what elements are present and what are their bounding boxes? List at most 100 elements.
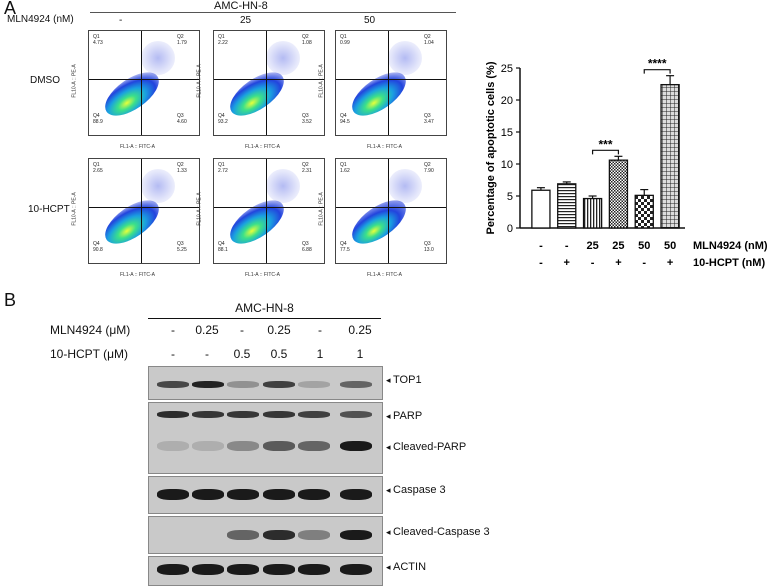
- blot-strip: [148, 366, 383, 400]
- protein-band: [227, 441, 259, 451]
- flow-y-axis-label: FL10-A :: PE-A: [71, 64, 78, 98]
- quadrant-q1-value: Q1 4.73: [93, 34, 103, 46]
- hcpt-dose-2: 0.5: [233, 347, 251, 361]
- header-divider: [90, 12, 456, 13]
- flow-plot: Q1 4.73 Q2 1.79 Q4 88.9 Q3 4.60: [88, 30, 200, 136]
- flow-y-axis-label: FL10-A :: PE-A: [318, 64, 325, 98]
- quadrant-q3-value: Q3 6.88: [302, 241, 312, 253]
- hcpt-dose-3: 0.5: [270, 347, 288, 361]
- hcpt-dose-5: 1: [356, 347, 364, 361]
- flow-x-axis-label: FL1-A :: FITC-A: [120, 144, 156, 150]
- x-row2-label: -: [642, 257, 646, 269]
- protein-band: [157, 381, 189, 388]
- dose-label-1: 25: [240, 15, 252, 26]
- mln-dose-0: -: [171, 323, 175, 337]
- blot-label: TOP1: [386, 374, 422, 386]
- mln-dose-5: 0.25: [348, 323, 372, 337]
- mln-um-label: MLN4924 (μM): [50, 323, 131, 337]
- protein-band: [340, 381, 372, 388]
- quadrant-q2-value: Q2 1.04: [424, 34, 434, 46]
- flow-y-axis-label: FL10-A :: PE-A: [196, 192, 203, 226]
- hcpt-dose-0: -: [171, 347, 175, 361]
- significance-stars: ****: [648, 57, 667, 71]
- protein-band: [192, 489, 224, 500]
- blot-label: PARP: [386, 410, 422, 422]
- protein-band: [263, 411, 295, 418]
- protein-band: [227, 489, 259, 500]
- x-row2-label: +: [667, 257, 673, 269]
- row2-title: 10-HCPT (nM): [693, 257, 765, 269]
- row1-title: MLN4924 (nM): [693, 240, 768, 252]
- row-label-hcpt: 10-HCPT: [28, 204, 70, 215]
- protein-band: [340, 530, 372, 540]
- panel-a-cell-line: AMC-HN-8: [214, 0, 268, 12]
- blot-strip: [148, 402, 383, 474]
- protein-band: [298, 381, 330, 388]
- bar: [531, 189, 551, 229]
- significance-bracket: [591, 149, 620, 155]
- quadrant-q4-value: Q4 90.8: [93, 241, 103, 253]
- y-tick-label: 10: [501, 159, 513, 171]
- y-tick-label: 0: [507, 223, 513, 235]
- dose-label-2: 50: [364, 15, 376, 26]
- panel-b-cell-line: AMC-HN-8: [235, 301, 294, 315]
- quadrant-q3-value: Q3 13.0: [424, 241, 434, 253]
- quadrant-q3-value: Q3 4.60: [177, 113, 187, 125]
- quadrant-q2-value: Q2 1.08: [302, 34, 312, 46]
- blot-label: ACTIN: [386, 561, 426, 573]
- protein-band: [298, 530, 330, 540]
- protein-band: [192, 411, 224, 418]
- mln-dose-4: -: [318, 323, 322, 337]
- x-row1-label: -: [565, 240, 569, 252]
- blot-strip: [148, 556, 383, 586]
- bar: [608, 159, 629, 229]
- apoptosis-bar-chart: 0 5 10 15 20 25 Percentage of apoptotic cells …: [485, 57, 768, 269]
- protein-band: [192, 564, 224, 575]
- mln-dose-1: 0.25: [195, 323, 219, 337]
- flow-plot: Q1 2.65 Q2 1.33 Q4 90.8 Q3 5.25: [88, 158, 200, 264]
- x-row1-label: 25: [612, 240, 624, 252]
- protein-band: [192, 441, 224, 451]
- dose-label-0: -: [119, 15, 123, 26]
- significance-bracket: [643, 69, 671, 74]
- mln-dose-3: 0.25: [267, 323, 291, 337]
- protein-band: [227, 411, 259, 418]
- flow-y-axis-label: FL10-A :: PE-A: [196, 64, 203, 98]
- bar: [634, 194, 654, 229]
- flow-y-axis-label: FL10-A :: PE-A: [318, 192, 325, 226]
- flow-x-axis-label: FL1-A :: FITC-A: [367, 272, 403, 278]
- x-row1-label: 50: [664, 240, 676, 252]
- protein-band: [263, 564, 295, 575]
- mln-dose-2: -: [240, 323, 244, 337]
- blot-label: Caspase 3: [386, 484, 446, 496]
- protein-band: [298, 411, 330, 418]
- quadrant-q1-value: Q1 2.72: [218, 162, 228, 174]
- quadrant-q4-value: Q4 94.5: [340, 113, 350, 125]
- hcpt-dose-4: 1: [316, 347, 324, 361]
- protein-band: [227, 564, 259, 575]
- blot-strip: [148, 476, 383, 514]
- panel-b-letter: B: [4, 290, 17, 310]
- protein-band: [340, 441, 372, 451]
- flow-plot: Q1 1.62 Q2 7.90 Q4 77.5 Q3 13.0: [335, 158, 447, 264]
- flow-plot: Q1 0.99 Q2 1.04 Q4 94.5 Q3 3.47: [335, 30, 447, 136]
- quadrant-q1-value: Q1 2.65: [93, 162, 103, 174]
- quadrant-q2-value: Q2 1.79: [177, 34, 187, 46]
- flow-x-axis-label: FL1-A :: FITC-A: [120, 272, 156, 278]
- x-row1-label: 25: [586, 240, 598, 252]
- x-row2-label: +: [564, 257, 570, 269]
- protein-band: [340, 564, 372, 575]
- protein-band: [340, 489, 372, 500]
- bar: [660, 83, 680, 229]
- quadrant-q4-value: Q4 88.1: [218, 241, 228, 253]
- protein-band: [298, 489, 330, 500]
- quadrant-q4-value: Q4 93.2: [218, 113, 228, 125]
- x-row2-label: +: [615, 257, 621, 269]
- significance-stars: ***: [598, 137, 612, 151]
- protein-band: [157, 564, 189, 575]
- blot-strip: [148, 516, 383, 554]
- quadrant-q2-value: Q2 7.90: [424, 162, 434, 174]
- protein-band: [263, 489, 295, 500]
- protein-band: [263, 381, 295, 388]
- x-row2-label: -: [591, 257, 595, 269]
